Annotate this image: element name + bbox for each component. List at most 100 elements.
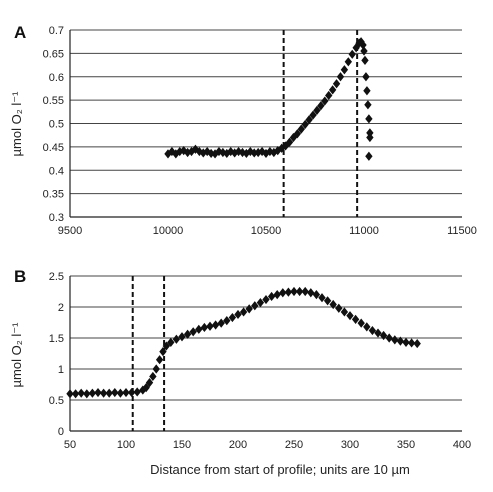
data-point bbox=[94, 387, 102, 398]
data-point bbox=[379, 330, 388, 341]
data-point bbox=[366, 128, 374, 138]
y-tick-label: 0.4 bbox=[49, 165, 64, 177]
data-point bbox=[83, 389, 91, 399]
y-tick-label: 0.7 bbox=[49, 25, 64, 37]
data-point bbox=[396, 336, 405, 346]
data-point bbox=[99, 388, 108, 398]
data-point bbox=[295, 286, 304, 297]
data-point bbox=[162, 341, 170, 351]
data-point bbox=[413, 338, 421, 349]
data-point bbox=[239, 307, 248, 317]
data-point bbox=[301, 119, 309, 130]
x-tick-label: 11000 bbox=[349, 225, 379, 237]
data-point bbox=[142, 383, 150, 393]
data-point bbox=[145, 378, 154, 388]
data-point bbox=[313, 105, 321, 116]
data-point bbox=[250, 148, 258, 158]
panel-a-y-axis-label: µmol O₂ l⁻¹ bbox=[9, 91, 24, 157]
y-tick-label: 1 bbox=[58, 364, 64, 376]
x-tick-label: 10500 bbox=[251, 225, 282, 237]
data-point bbox=[325, 90, 333, 101]
data-point bbox=[105, 388, 113, 398]
data-point bbox=[66, 389, 74, 399]
data-point bbox=[366, 132, 374, 143]
x-tick-label: 250 bbox=[285, 439, 303, 451]
data-point bbox=[245, 304, 253, 314]
data-point bbox=[223, 316, 231, 326]
data-point bbox=[285, 137, 294, 147]
x-tick-label: 150 bbox=[173, 439, 191, 451]
panel-b-y-axis-label: µmol O₂ l⁻¹ bbox=[9, 322, 24, 388]
data-point bbox=[77, 388, 85, 398]
data-point bbox=[167, 337, 175, 347]
panel-a-x-tick-labels: 9500 10000 10500 11000 11500 bbox=[58, 225, 477, 237]
data-point bbox=[127, 387, 136, 398]
x-tick-label: 9500 bbox=[58, 225, 82, 237]
y-tick-label: 0.5 bbox=[49, 395, 64, 407]
data-point bbox=[230, 148, 239, 158]
x-tick-label: 200 bbox=[229, 439, 247, 451]
data-point bbox=[172, 149, 180, 159]
data-point bbox=[364, 100, 372, 110]
data-point bbox=[335, 303, 343, 313]
data-point bbox=[332, 79, 341, 89]
panel-a-gridlines bbox=[69, 29, 462, 218]
panel-a-boundary-lines bbox=[282, 30, 359, 217]
data-point bbox=[374, 328, 382, 338]
x-tick-label: 50 bbox=[64, 439, 76, 451]
panel-b-x-axis-label: Distance from start of profile; units ar… bbox=[150, 462, 410, 477]
data-point bbox=[200, 322, 209, 333]
data-point bbox=[206, 321, 214, 331]
data-point bbox=[368, 325, 377, 336]
data-point bbox=[189, 327, 197, 337]
data-point bbox=[357, 318, 365, 328]
data-point bbox=[365, 151, 373, 161]
data-point bbox=[199, 148, 207, 158]
data-point bbox=[361, 55, 369, 65]
data-point bbox=[217, 318, 225, 328]
data-point bbox=[211, 320, 220, 330]
data-point bbox=[279, 288, 287, 298]
data-point bbox=[122, 387, 130, 398]
data-point bbox=[312, 290, 321, 300]
data-point bbox=[407, 338, 416, 348]
y-tick-label: 1.5 bbox=[49, 333, 64, 345]
data-point bbox=[344, 57, 352, 67]
y-tick-label: 0.45 bbox=[43, 142, 64, 154]
data-point bbox=[149, 371, 157, 382]
y-tick-label: 0.55 bbox=[43, 95, 64, 107]
y-tick-label: 0 bbox=[58, 426, 64, 438]
data-point bbox=[88, 388, 97, 398]
data-point bbox=[321, 96, 329, 106]
panel-b-y-tick-labels: 0 0.5 1 1.5 2 2.5 bbox=[49, 271, 64, 438]
data-point bbox=[234, 309, 242, 320]
data-point bbox=[336, 72, 345, 82]
x-tick-label: 400 bbox=[453, 439, 471, 451]
data-point bbox=[309, 110, 317, 120]
data-point bbox=[172, 334, 181, 344]
y-tick-label: 0.3 bbox=[49, 212, 64, 224]
data-point bbox=[301, 286, 309, 297]
panel-b-chart: B 50 100 150 200 250 300 350 400 0 0.5 1 1.5 2 2.5 µ… bbox=[9, 267, 471, 477]
data-point bbox=[152, 364, 160, 374]
y-tick-label: 0.35 bbox=[43, 189, 64, 201]
data-point bbox=[328, 85, 337, 95]
data-point bbox=[178, 332, 186, 342]
data-point bbox=[365, 114, 373, 124]
data-point bbox=[234, 146, 243, 157]
data-point bbox=[258, 146, 266, 157]
y-tick-label: 0.65 bbox=[43, 48, 64, 60]
data-point bbox=[262, 294, 270, 305]
data-point bbox=[251, 301, 259, 311]
data-point bbox=[362, 72, 370, 82]
data-point bbox=[402, 337, 410, 347]
panel-b-letter: B bbox=[14, 267, 26, 286]
data-point bbox=[363, 86, 371, 96]
panel-a-letter: A bbox=[14, 23, 26, 42]
data-point bbox=[359, 40, 367, 50]
y-tick-label: 2 bbox=[58, 302, 64, 314]
data-point bbox=[348, 49, 356, 59]
data-point bbox=[305, 115, 313, 125]
panel-b-x-tick-labels: 50 100 150 200 250 300 350 400 bbox=[64, 439, 471, 451]
